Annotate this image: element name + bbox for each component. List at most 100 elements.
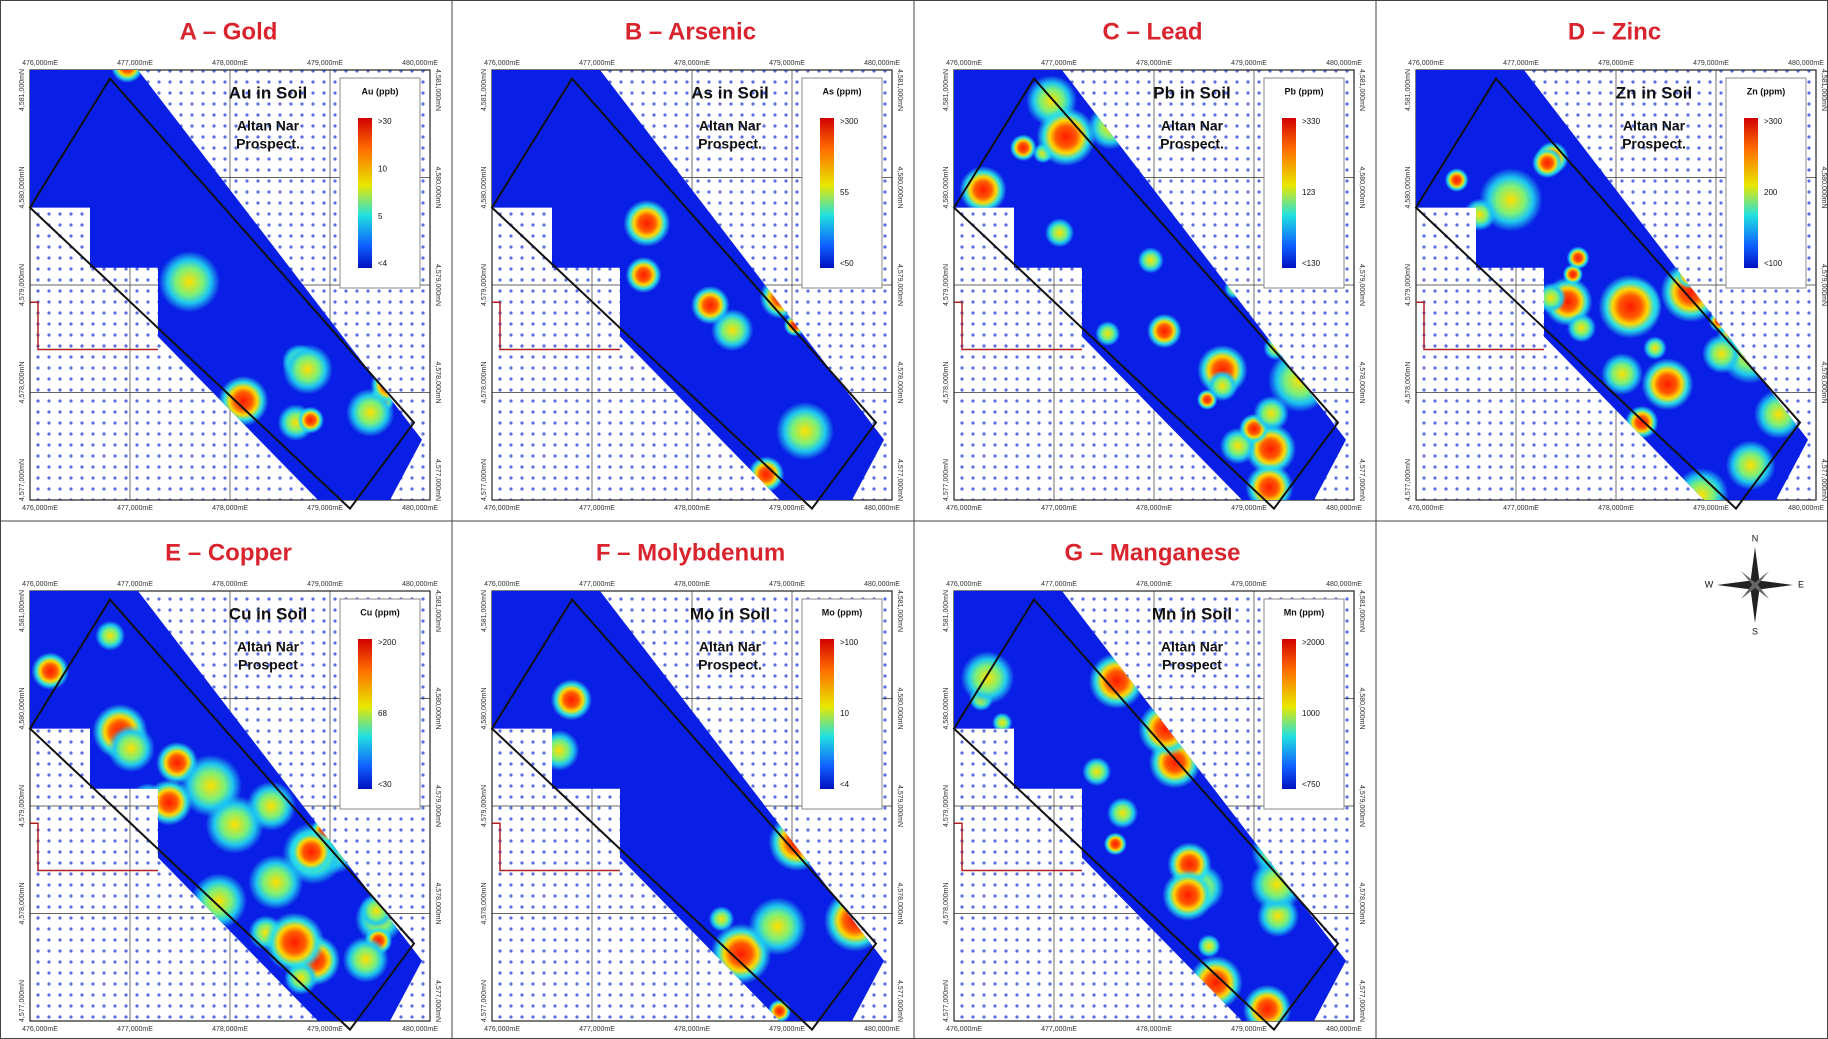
x-tick-label: 478,000mE bbox=[1598, 60, 1634, 67]
map-label: Pb in Soil bbox=[1153, 83, 1230, 102]
x-tick-label: 479,000mE bbox=[307, 1026, 343, 1033]
x-tick-label: 480,000mE bbox=[1326, 1026, 1362, 1033]
legend-label: >300 bbox=[1764, 117, 1783, 126]
x-tick-label: 476,000mE bbox=[1408, 505, 1444, 512]
y-tick-label: 4,579,000mN bbox=[434, 785, 441, 827]
y-tick-label: 4,580,000mN bbox=[481, 166, 488, 208]
x-tick-label: 478,000mE bbox=[674, 505, 710, 512]
y-tick-label: 4,580,000mN bbox=[1358, 687, 1365, 729]
y-tick-label: 4,579,000mN bbox=[481, 264, 488, 306]
y-tick-label: 4,577,000mN bbox=[1820, 459, 1827, 501]
y-tick-label: 4,579,000mN bbox=[1820, 264, 1827, 306]
anomaly bbox=[1253, 396, 1288, 431]
y-tick-label: 4,578,000mN bbox=[1820, 361, 1827, 403]
legend-title: Zn (ppm) bbox=[1747, 86, 1786, 96]
x-tick-label: 477,000mE bbox=[579, 581, 615, 588]
x-tick-label: 477,000mE bbox=[117, 1026, 153, 1033]
y-tick-label: 4,577,000mN bbox=[19, 980, 26, 1022]
map-label: Zn in Soil bbox=[1616, 83, 1693, 102]
panel-title: A – Gold bbox=[180, 18, 278, 45]
x-tick-label: 480,000mE bbox=[402, 581, 438, 588]
prospect-label: Altan Nar bbox=[1161, 118, 1224, 134]
legend-label: <50 bbox=[840, 259, 854, 268]
y-tick-label: 4,577,000mN bbox=[1358, 459, 1365, 501]
x-tick-label: 476,000mE bbox=[946, 505, 982, 512]
y-tick-label: 4,581,000mN bbox=[434, 590, 441, 632]
x-tick-label: 478,000mE bbox=[674, 60, 710, 67]
y-tick-label: 4,578,000mN bbox=[19, 882, 26, 924]
legend-label: <4 bbox=[378, 259, 388, 268]
y-tick-label: 4,581,000mN bbox=[1358, 69, 1365, 111]
legend-title: As (ppm) bbox=[823, 86, 862, 96]
anomaly bbox=[961, 651, 1014, 704]
anomaly bbox=[749, 897, 807, 955]
x-tick-label: 480,000mE bbox=[864, 60, 900, 67]
y-tick-label: 4,577,000mN bbox=[434, 980, 441, 1022]
legend-label: 200 bbox=[1764, 188, 1778, 197]
legend-colorbar bbox=[1282, 118, 1296, 268]
north-arrow: NSEW bbox=[1705, 533, 1804, 636]
x-tick-label: 477,000mE bbox=[1503, 505, 1539, 512]
y-tick-label: 4,577,000mN bbox=[896, 980, 903, 1022]
y-tick-label: 4,578,000mN bbox=[943, 361, 950, 403]
y-tick-label: 4,581,000mN bbox=[19, 590, 26, 632]
anomaly bbox=[206, 795, 264, 853]
compass-n: N bbox=[1752, 533, 1759, 543]
x-tick-label: 480,000mE bbox=[402, 1026, 438, 1033]
y-tick-label: 4,581,000mN bbox=[481, 69, 488, 111]
anomaly bbox=[1567, 313, 1596, 342]
x-tick-label: 480,000mE bbox=[864, 581, 900, 588]
anomaly bbox=[1643, 336, 1666, 359]
anomaly bbox=[265, 912, 325, 972]
x-tick-label: 478,000mE bbox=[674, 581, 710, 588]
x-tick-label: 478,000mE bbox=[674, 1026, 710, 1033]
legend-label: <30 bbox=[378, 780, 392, 789]
map-panel: B – Arsenic476,000mE476,000mE477,000mE47… bbox=[481, 18, 903, 512]
y-tick-label: 4,577,000mN bbox=[434, 459, 441, 501]
legend-label: >2000 bbox=[1302, 638, 1325, 647]
x-tick-label: 479,000mE bbox=[769, 1026, 805, 1033]
x-tick-label: 476,000mE bbox=[22, 60, 58, 67]
legend-label: <100 bbox=[1764, 259, 1783, 268]
x-tick-label: 476,000mE bbox=[484, 505, 520, 512]
x-tick-label: 478,000mE bbox=[1136, 60, 1172, 67]
x-tick-label: 478,000mE bbox=[1136, 581, 1172, 588]
y-tick-label: 4,577,000mN bbox=[943, 980, 950, 1022]
x-tick-label: 478,000mE bbox=[1136, 1026, 1172, 1033]
x-tick-label: 476,000mE bbox=[946, 581, 982, 588]
legend-label: >330 bbox=[1302, 117, 1321, 126]
legend-colorbar bbox=[1282, 639, 1296, 789]
anomaly bbox=[107, 725, 154, 772]
anomaly bbox=[1445, 168, 1469, 192]
prospect-label: Altan Nar bbox=[1161, 639, 1224, 655]
prospect-label: Altan Nar bbox=[699, 639, 762, 655]
anomaly bbox=[32, 652, 69, 689]
map-panel: G – Manganese476,000mE476,000mE477,000mE… bbox=[943, 539, 1365, 1033]
legend-label: >200 bbox=[378, 638, 397, 647]
x-tick-label: 480,000mE bbox=[1326, 505, 1362, 512]
x-tick-label: 476,000mE bbox=[484, 60, 520, 67]
x-tick-label: 479,000mE bbox=[307, 505, 343, 512]
panel-title: E – Copper bbox=[165, 539, 292, 566]
legend-label: 68 bbox=[378, 709, 387, 718]
panel-title: C – Lead bbox=[1102, 18, 1202, 45]
x-tick-label: 479,000mE bbox=[769, 581, 805, 588]
x-tick-label: 479,000mE bbox=[307, 60, 343, 67]
prospect-label: Altan Nar bbox=[237, 118, 300, 134]
legend-label: <750 bbox=[1302, 780, 1321, 789]
x-tick-label: 476,000mE bbox=[946, 1026, 982, 1033]
y-tick-label: 4,580,000mN bbox=[19, 687, 26, 729]
anomaly bbox=[1095, 321, 1120, 346]
anomaly bbox=[1082, 757, 1111, 786]
map-label: Mo in Soil bbox=[690, 604, 770, 623]
x-tick-label: 479,000mE bbox=[1693, 505, 1729, 512]
x-tick-label: 480,000mE bbox=[1788, 505, 1824, 512]
legend-label: <130 bbox=[1302, 259, 1321, 268]
legend-label: <4 bbox=[840, 780, 850, 789]
x-tick-label: 477,000mE bbox=[117, 581, 153, 588]
map-panel: F – Molybdenum476,000mE476,000mE477,000m… bbox=[481, 539, 903, 1033]
prospect-label: Prospect. bbox=[1160, 136, 1224, 152]
y-tick-label: 4,577,000mN bbox=[943, 459, 950, 501]
y-tick-label: 4,577,000mN bbox=[19, 459, 26, 501]
y-tick-label: 4,581,000mN bbox=[434, 69, 441, 111]
